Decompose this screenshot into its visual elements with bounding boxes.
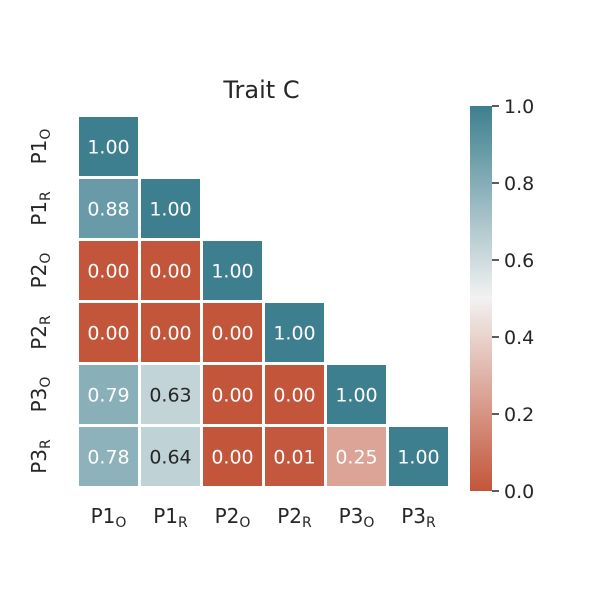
heatmap-cell [79,241,138,300]
cell-value-label: 1.00 [87,137,129,159]
chart-title: Trait C [223,76,300,104]
y-tick-label: P2O [27,253,54,289]
x-tick-label: P3R [401,504,436,531]
colorbar-tick-label: 1.0 [504,96,534,118]
cell-value-label: 0.00 [87,323,129,345]
heatmap-cell [203,303,262,362]
heatmap-cell [79,179,138,238]
heatmap-cell [265,303,324,362]
heatmap-cell [203,241,262,300]
heatmap-cell [79,303,138,362]
colorbar-tick-label: 0.2 [504,404,534,426]
cell-value-label: 1.00 [335,385,377,407]
cell-value-label: 0.00 [273,385,315,407]
y-tick-label: P2R [27,315,54,350]
colorbar-tick-label: 0.8 [504,173,534,195]
x-tick-label: P3O [339,504,375,531]
cell-value-label: 1.00 [211,261,253,283]
colorbar-tick-label: 0.4 [504,327,534,349]
colorbar-tick-label: 0.0 [504,481,534,503]
x-tick-label: P2R [277,504,312,531]
heatmap-cell [141,179,200,238]
heatmap-cell [327,365,386,424]
colorbar-tick-label: 0.6 [504,250,534,272]
heatmap-cell [203,365,262,424]
y-tick-label: P1R [27,191,54,226]
heatmap-cell [141,241,200,300]
y-tick-label: P1O [27,129,54,165]
cell-value-label: 0.00 [149,261,191,283]
cell-value-label: 1.00 [149,199,191,221]
y-tick-label: P3O [27,377,54,413]
cell-value-label: 1.00 [397,447,439,469]
x-tick-label: P1O [91,504,127,531]
heatmap-cell [141,365,200,424]
cell-value-label: 0.00 [211,385,253,407]
cell-value-label: 0.63 [149,385,191,407]
cell-value-label: 0.00 [87,261,129,283]
y-tick-label: P3R [27,439,54,474]
heatmap-cell [141,303,200,362]
cell-value-label: 0.00 [211,447,253,469]
x-tick-label: P2O [215,504,251,531]
cell-value-label: 0.00 [211,323,253,345]
colorbar [470,106,492,491]
heatmap-cell [79,117,138,176]
heatmap-cell [265,427,324,486]
cell-value-label: 0.64 [149,447,191,469]
heatmap-cell [389,427,448,486]
cell-value-label: 0.79 [87,385,129,407]
heatmap-cell [327,427,386,486]
cell-value-label: 0.88 [87,199,129,221]
x-tick-label: P1R [153,504,188,531]
heatmap-cell [79,427,138,486]
cell-value-label: 0.01 [273,447,315,469]
cell-value-label: 0.78 [87,447,129,469]
heatmap-cell [79,365,138,424]
cell-value-label: 1.00 [273,323,315,345]
heatmap-cell [141,427,200,486]
heatmap-cell [203,427,262,486]
heatmap-cell [265,365,324,424]
cell-value-label: 0.25 [335,447,377,469]
cell-value-label: 0.00 [149,323,191,345]
